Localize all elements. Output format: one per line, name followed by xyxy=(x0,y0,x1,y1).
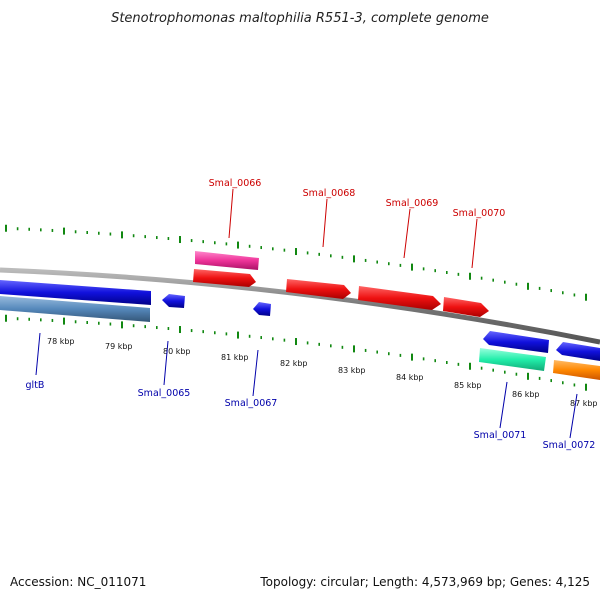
gene-smal-0069[interactable] xyxy=(358,286,441,310)
gene-smal-0067[interactable] xyxy=(253,302,271,316)
scale-label: 79 kbp xyxy=(105,342,133,351)
gene-label-smal-0065: Smal_0065 xyxy=(138,388,191,399)
scale-label: 86 kbp xyxy=(512,390,540,399)
accession-text: Accession: NC_011071 xyxy=(10,575,146,589)
outer-tick-row xyxy=(5,224,587,301)
gene-smal-0070[interactable] xyxy=(443,297,489,317)
scale-label: 84 kbp xyxy=(396,373,424,382)
gene-label-smal-0068: Smal_0068 xyxy=(303,188,356,199)
inner-tick-row xyxy=(5,314,587,391)
scale-labels: 78 kbp 79 kbp 80 kbp 81 kbp 82 kbp 83 kb… xyxy=(47,337,598,408)
gene-label-smal-0070: Smal_0070 xyxy=(453,208,506,219)
gene-smal-0071-a[interactable] xyxy=(483,331,549,353)
gene-smal-0066-highlight[interactable] xyxy=(195,251,259,270)
gene-smal-0066[interactable] xyxy=(193,269,256,287)
map-title: Stenotrophomonas maltophilia R551-3, com… xyxy=(111,11,489,26)
scale-label: 83 kbp xyxy=(338,366,366,375)
genome-summary-text: Topology: circular; Length: 4,573,969 bp… xyxy=(259,575,590,589)
scale-label: 85 kbp xyxy=(454,381,482,390)
gene-gltb[interactable] xyxy=(0,280,151,305)
gene-label-smal-0071: Smal_0071 xyxy=(474,430,527,441)
gene-label-gltb: gltB xyxy=(26,380,45,391)
scale-label: 87 kbp xyxy=(570,399,598,408)
gene-smal-0068[interactable] xyxy=(286,279,351,299)
gene-smal-0071[interactable] xyxy=(479,348,546,371)
gene-label-smal-0072: Smal_0072 xyxy=(543,440,596,451)
gene-smal-0072[interactable] xyxy=(553,360,600,380)
gene-label-smal-0066: Smal_0066 xyxy=(209,178,262,189)
gene-smal-0065[interactable] xyxy=(162,294,185,308)
gene-gltb-2[interactable] xyxy=(0,296,150,322)
scale-label: 80 kbp xyxy=(163,347,191,356)
gene-label-smal-0067: Smal_0067 xyxy=(225,398,278,409)
label-leaders xyxy=(35,188,578,439)
scale-label: 81 kbp xyxy=(221,353,249,362)
gene-smal-0072-a[interactable] xyxy=(556,342,600,361)
scale-label: 82 kbp xyxy=(280,359,308,368)
genome-backbone xyxy=(0,267,600,345)
gene-label-smal-0069: Smal_0069 xyxy=(386,198,439,209)
scale-label: 78 kbp xyxy=(47,337,75,346)
